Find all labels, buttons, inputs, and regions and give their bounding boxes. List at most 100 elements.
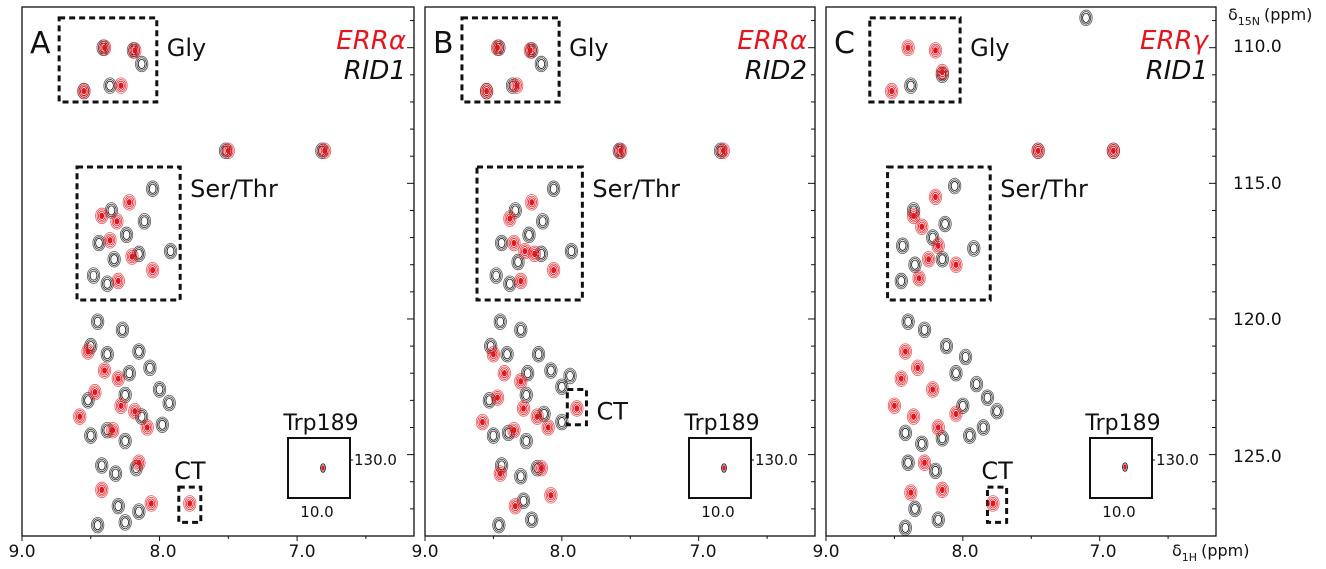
red-peak bbox=[894, 370, 908, 387]
legend-entry: RID1 bbox=[344, 56, 406, 86]
black-peak bbox=[519, 386, 533, 404]
red-peak bbox=[490, 39, 505, 56]
region-box-serthr bbox=[75, 165, 182, 302]
region-label: CT bbox=[596, 398, 628, 426]
inset-label: Trp189 bbox=[1084, 411, 1160, 436]
black-peak bbox=[563, 367, 577, 385]
panel-letter: B bbox=[433, 26, 454, 61]
red-peak bbox=[716, 142, 730, 159]
red-peak bbox=[73, 408, 87, 425]
legend-entry: RID1 bbox=[1146, 56, 1208, 86]
black-peak bbox=[531, 346, 546, 363]
inset-y-tick: 130.0 bbox=[354, 451, 397, 469]
red-peak bbox=[77, 82, 91, 100]
black-peak bbox=[948, 177, 962, 195]
red-peak bbox=[935, 481, 949, 499]
legend-entry: ERRγ bbox=[1140, 26, 1210, 56]
red-peak bbox=[88, 384, 102, 401]
black-peak bbox=[162, 394, 176, 412]
inset-peak bbox=[320, 463, 326, 473]
inset-y-tick: 130.0 bbox=[755, 451, 798, 469]
red-peak bbox=[507, 422, 521, 439]
region-label: Gly bbox=[167, 34, 206, 62]
red-peak bbox=[490, 389, 505, 406]
black-peak bbox=[1079, 9, 1093, 27]
x-tick-label: 7.0 bbox=[1089, 542, 1116, 562]
x-tick-label: 9.0 bbox=[812, 542, 839, 562]
black-peak bbox=[522, 226, 536, 244]
red-peak bbox=[479, 82, 494, 100]
y-tick-label: 125.0 bbox=[1233, 447, 1282, 467]
red-peak bbox=[497, 365, 511, 382]
red-peak bbox=[931, 419, 945, 436]
region-label: Ser/Thr bbox=[190, 175, 278, 203]
trp189-inset: Trp189 130.0 10.0 bbox=[683, 411, 798, 521]
red-peak bbox=[917, 454, 932, 471]
black-peak bbox=[555, 413, 569, 431]
black-peak bbox=[111, 497, 125, 515]
x-axis-label: δ1H (ppm) bbox=[1172, 541, 1249, 564]
inset-peak bbox=[721, 463, 727, 473]
x-tick-label: 7.0 bbox=[689, 542, 716, 562]
red-peak bbox=[931, 237, 945, 254]
red-peak bbox=[1106, 142, 1120, 159]
legend-entry: RID2 bbox=[745, 56, 807, 86]
red-peak bbox=[475, 413, 490, 431]
black-peak bbox=[107, 251, 121, 268]
black-peak bbox=[118, 514, 132, 531]
region-box-gly bbox=[57, 16, 159, 104]
legend-entry: ERRα bbox=[737, 26, 807, 56]
red-peak bbox=[541, 419, 555, 436]
red-peak bbox=[514, 272, 528, 290]
x-axis-ticks: 9.0 8.0 7.0 9.0 8.0 7.0 9.0 8.0 7.0 bbox=[8, 542, 1116, 562]
black-peak bbox=[484, 337, 498, 355]
region-box-ct bbox=[985, 485, 1009, 524]
black-peak bbox=[118, 432, 132, 450]
black-peak bbox=[91, 516, 105, 534]
black-peak bbox=[86, 267, 101, 284]
black-peak bbox=[901, 454, 915, 471]
red-peak bbox=[901, 39, 915, 56]
region-label: CT bbox=[174, 457, 206, 485]
black-peak bbox=[956, 397, 970, 414]
black-peak bbox=[980, 389, 995, 406]
black-peak bbox=[146, 180, 160, 197]
black-peak bbox=[544, 362, 558, 379]
black-peak bbox=[495, 234, 509, 252]
red-peak bbox=[221, 142, 235, 159]
inset-x-tick: 10.0 bbox=[1102, 503, 1135, 521]
black-peak bbox=[91, 313, 105, 330]
red-peak bbox=[928, 42, 943, 59]
black-peak bbox=[135, 55, 149, 73]
inset-label: Trp189 bbox=[282, 411, 358, 436]
black-peak bbox=[492, 516, 506, 534]
red-peak bbox=[95, 481, 109, 499]
red-peak bbox=[128, 403, 142, 420]
red-peak bbox=[523, 42, 537, 59]
red-peak bbox=[97, 39, 112, 56]
black-peak bbox=[500, 346, 514, 363]
red-peak bbox=[508, 497, 522, 515]
black-peak bbox=[898, 519, 912, 537]
inset-peak bbox=[1122, 462, 1128, 472]
red-peak bbox=[1031, 142, 1045, 159]
panel-letter: C bbox=[834, 26, 855, 61]
black-peak bbox=[564, 242, 579, 260]
black-peak bbox=[969, 375, 984, 393]
inset-y-tick: 130.0 bbox=[1156, 451, 1199, 469]
y-tick-label: 120.0 bbox=[1233, 310, 1282, 330]
red-peak bbox=[926, 381, 940, 398]
y-tick-label: 110.0 bbox=[1233, 37, 1282, 57]
inset-label: Trp189 bbox=[683, 411, 759, 436]
inset-x-tick: 10.0 bbox=[300, 503, 333, 521]
red-peak bbox=[915, 218, 929, 235]
black-peak bbox=[489, 267, 503, 284]
red-peak bbox=[507, 234, 521, 252]
red-peak bbox=[949, 405, 963, 423]
black-peak bbox=[938, 215, 952, 233]
inset-x-tick: 10.0 bbox=[701, 503, 734, 521]
black-peak bbox=[152, 381, 167, 398]
